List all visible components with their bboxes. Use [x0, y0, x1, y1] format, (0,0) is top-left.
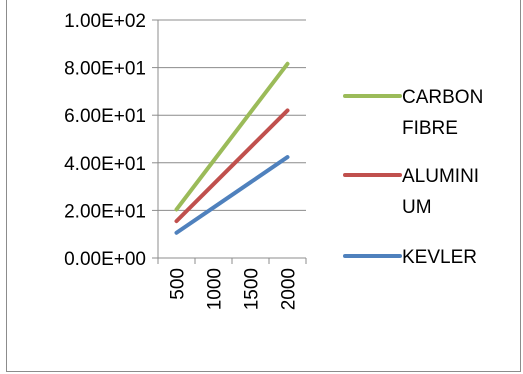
- series-line: [174, 61, 290, 212]
- legend-label-line: KEVLER: [402, 247, 477, 268]
- chart-area: [6, 0, 521, 372]
- x-tick-label: 1500: [242, 268, 263, 310]
- series-line: [174, 108, 290, 224]
- series-lines: [174, 61, 290, 235]
- legend-label-line: UM: [402, 197, 432, 218]
- y-tick-label: 4.00E+01: [64, 154, 146, 175]
- legend-label: KEVLER: [402, 247, 477, 268]
- y-tick-label: 6.00E+01: [64, 106, 146, 127]
- legend-label-line: CARBON: [402, 87, 483, 108]
- series-line: [174, 155, 290, 235]
- x-tick-label: 2000: [279, 268, 300, 310]
- y-tick-label: 2.00E+01: [64, 201, 146, 222]
- y-tick-label: 8.00E+01: [64, 59, 146, 80]
- legend-label: ALUMINI UM: [402, 166, 479, 218]
- legend-label: CARBON FIBRE: [402, 87, 483, 139]
- y-axis-tick-labels: 0.00E+00 2.00E+01 4.00E+01 6.00E+01 8.00E+01…: [64, 11, 146, 270]
- y-tick-label: 0.00E+00: [64, 249, 146, 270]
- x-tick-label: 500: [168, 268, 189, 300]
- legend-label-line: ALUMINI: [402, 166, 479, 187]
- legend: CARBON FIBRE ALUMINI UM KEVLER: [343, 87, 483, 268]
- axes: [152, 19, 307, 264]
- x-axis-tick-labels: 500 1000 1500 2000: [168, 268, 300, 310]
- y-tick-label: 1.00E+02: [64, 11, 146, 32]
- legend-label-line: FIBRE: [402, 118, 458, 139]
- x-tick-label: 1000: [205, 268, 226, 310]
